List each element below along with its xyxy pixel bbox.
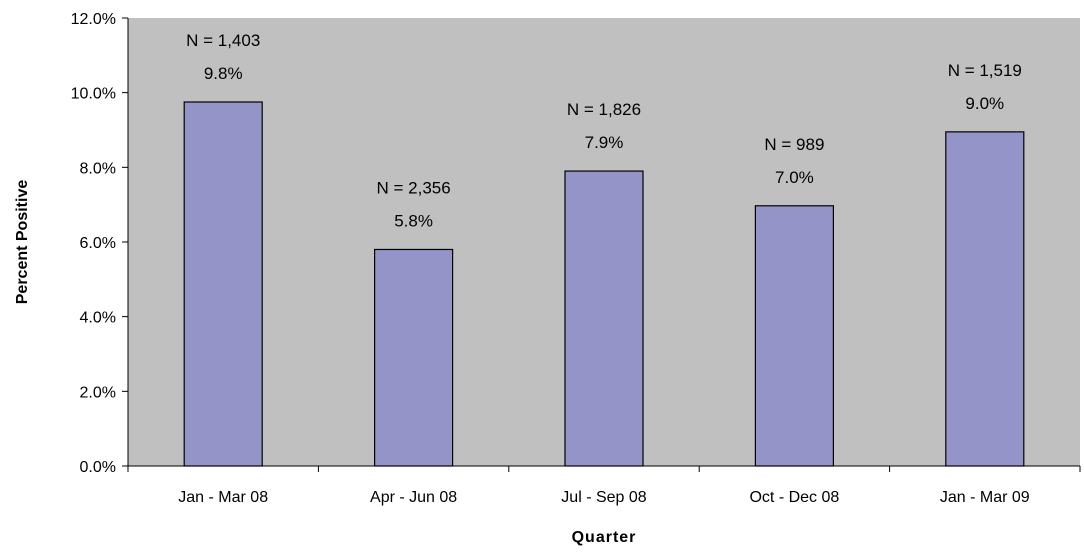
n-label: N = 1,519 bbox=[948, 61, 1022, 80]
data-labels-group: N = 1,403 9.8% N = 2,356 5.8% N = 1,826 7.9% N… bbox=[186, 31, 1022, 230]
bars-group bbox=[183, 101, 1025, 467]
value-label: 7.9% bbox=[585, 133, 624, 152]
n-label: N = 2,356 bbox=[376, 178, 450, 197]
y-tick-label: 4.0% bbox=[80, 310, 116, 327]
y-tick-label: 8.0% bbox=[80, 160, 116, 177]
x-tick-label: Jan - Mar 08 bbox=[178, 489, 268, 506]
bar bbox=[183, 101, 263, 467]
value-label: 9.8% bbox=[204, 64, 243, 83]
bar bbox=[564, 170, 644, 467]
bar bbox=[374, 248, 454, 467]
bar bbox=[754, 205, 835, 467]
y-axis-title: Percent Positive bbox=[14, 180, 31, 305]
x-tick-label: Oct - Dec 08 bbox=[749, 489, 839, 506]
y-tick-label: 10.0% bbox=[71, 86, 116, 103]
x-axis: Jan - Mar 08 Apr - Jun 08 Jul - Sep 08 Oct … bbox=[127, 465, 1081, 506]
n-label: N = 1,826 bbox=[567, 100, 641, 119]
value-label: 9.0% bbox=[965, 94, 1004, 113]
y-tick-label: 6.0% bbox=[80, 235, 116, 252]
y-tick-label: 0.0% bbox=[80, 459, 116, 476]
n-label: N = 989 bbox=[764, 135, 824, 154]
x-axis-title: Quarter bbox=[572, 529, 637, 546]
x-tick-label: Jul - Sep 08 bbox=[561, 489, 646, 506]
x-tick-label: Apr - Jun 08 bbox=[370, 489, 457, 506]
value-label: 7.0% bbox=[775, 168, 814, 187]
n-label: N = 1,403 bbox=[186, 31, 260, 50]
x-tick-label: Jan - Mar 09 bbox=[940, 489, 1030, 506]
y-tick-label: 12.0% bbox=[71, 11, 116, 28]
y-axis: 0.0% 2.0% 4.0% 6.0% 8.0% 10.0% 12.0% bbox=[71, 11, 129, 476]
bar bbox=[945, 131, 1025, 467]
y-tick-label: 2.0% bbox=[80, 384, 116, 401]
value-label: 5.8% bbox=[394, 211, 433, 230]
